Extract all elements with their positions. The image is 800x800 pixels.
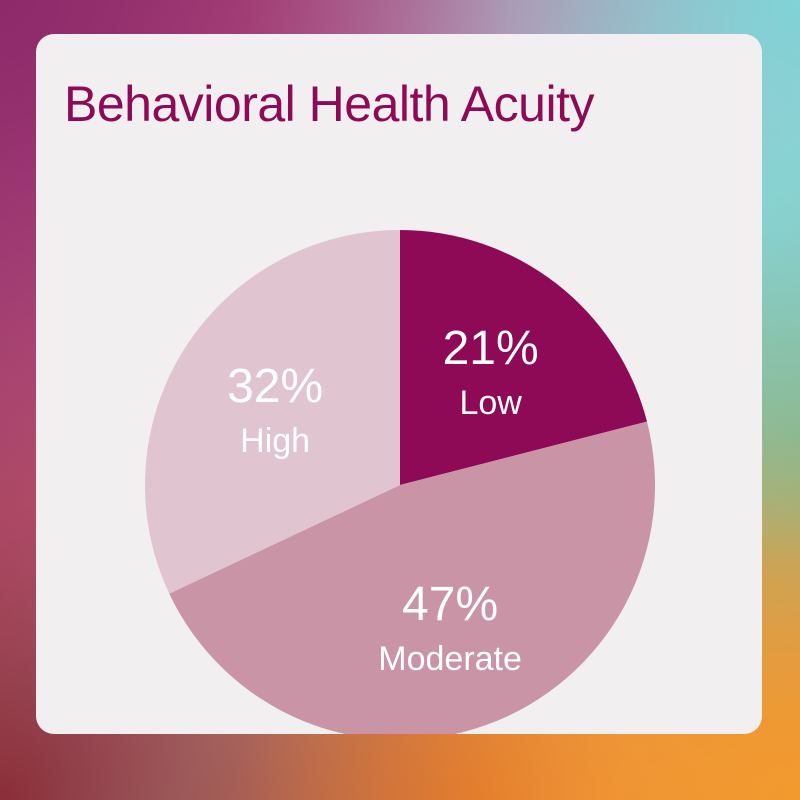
slice-category-label-high: High: [240, 422, 310, 460]
slice-category-label-moderate: Moderate: [378, 640, 522, 678]
chart-title: Behavioral Health Acuity: [64, 76, 594, 132]
slice-value-label-low: 21%: [443, 322, 539, 375]
pie-slice-high: [144, 230, 400, 594]
chart-card: Behavioral Health Acuity 21% Low 47% Modera…: [36, 34, 762, 734]
pie-slice-low: [400, 230, 647, 485]
slice-value-label-moderate: 47%: [402, 578, 498, 631]
slice-category-label-low: Low: [459, 384, 522, 422]
pie-chart: 21% Low 47% Moderate 32% High: [144, 230, 655, 734]
slice-value-label-high: 32%: [227, 360, 323, 413]
pie-slice-moderate: [169, 421, 655, 734]
